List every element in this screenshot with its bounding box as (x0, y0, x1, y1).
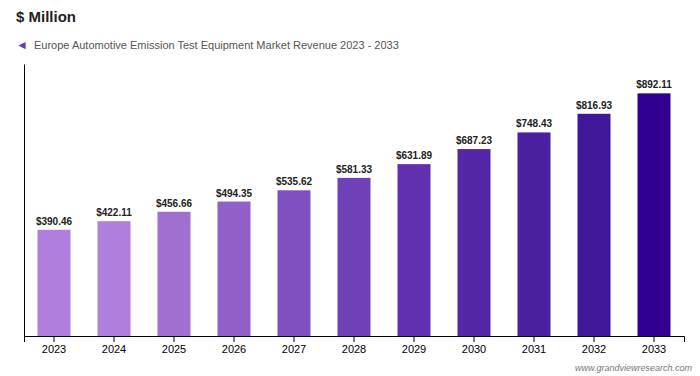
data-label: $687.23 (456, 135, 493, 146)
watermark: www.grandviewresearch.com (575, 363, 693, 373)
bar (278, 190, 311, 336)
bar (578, 114, 611, 336)
x-tick-mark (114, 336, 115, 342)
x-tick: 2027 (282, 336, 306, 355)
x-tick: 2023 (42, 336, 66, 355)
data-label: $631.89 (396, 150, 433, 161)
bar (638, 93, 671, 336)
bar (98, 221, 131, 336)
bar (38, 230, 71, 336)
data-labels: $390.46 $422.11 $456.66 $494.35 $535.62 $581.… (36, 79, 672, 226)
data-label: $892.11 (636, 79, 672, 90)
data-label: $390.46 (36, 216, 73, 227)
bars (38, 93, 671, 336)
x-tick-label: 2023 (42, 343, 66, 355)
x-tick: 2026 (222, 336, 246, 355)
data-label: $816.93 (576, 100, 613, 111)
x-tick: 2033 (642, 336, 666, 355)
x-tick: 2025 (162, 336, 186, 355)
x-tick: 2028 (342, 336, 366, 355)
data-label: $535.62 (276, 176, 313, 187)
plot-area: 2023 2024 2025 2026 2027 2028 2029 2030 2031 2032… (25, 65, 685, 355)
bar (218, 202, 251, 336)
x-tick-mark (594, 336, 595, 342)
x-tick-mark (534, 336, 535, 342)
bar (158, 212, 191, 336)
x-axis-line (25, 337, 685, 343)
bar (398, 164, 431, 336)
x-tick: 2029 (402, 336, 426, 355)
legend-marker: ◄ (16, 38, 28, 52)
x-tick-mark (414, 336, 415, 342)
x-tick-label: 2029 (402, 343, 426, 355)
data-label: $748.43 (516, 118, 553, 129)
data-label: $494.35 (216, 188, 253, 199)
subtitle: Europe Automotive Emission Test Equipmen… (34, 39, 399, 51)
x-tick-label: 2026 (222, 343, 246, 355)
x-tick-label: 2024 (102, 343, 126, 355)
x-tick-label: 2028 (342, 343, 366, 355)
bar (458, 149, 491, 336)
y-axis (24, 65, 25, 337)
bar (338, 178, 371, 336)
x-tick: 2031 (522, 336, 546, 355)
x-tick-label: 2025 (162, 343, 186, 355)
x-tick-mark (354, 336, 355, 342)
x-tick-label: 2030 (462, 343, 486, 355)
x-tick-mark (234, 336, 235, 342)
x-tick-mark (54, 336, 55, 342)
x-tick-mark (294, 336, 295, 342)
data-label: $456.66 (156, 198, 193, 209)
title: $ Million (16, 8, 76, 25)
x-tick: 2032 (582, 336, 606, 355)
x-tick-mark (654, 336, 655, 342)
x-tick: 2024 (102, 336, 126, 355)
x-tick-label: 2027 (282, 343, 306, 355)
bar (518, 132, 551, 336)
x-tick-mark (474, 336, 475, 342)
x-tick-mark (174, 336, 175, 342)
y-axis-line (24, 65, 25, 337)
x-tick-label: 2031 (522, 343, 546, 355)
x-axis: 2023 2024 2025 2026 2027 2028 2029 2030 2031 2032… (25, 336, 685, 355)
chart: $ Million ◄ Europe Automotive Emission Tes… (0, 0, 700, 376)
x-tick-label: 2032 (582, 343, 606, 355)
data-label: $422.11 (96, 207, 132, 218)
x-tick-label: 2033 (642, 343, 666, 355)
data-label: $581.33 (336, 164, 373, 175)
x-tick: 2030 (462, 336, 486, 355)
